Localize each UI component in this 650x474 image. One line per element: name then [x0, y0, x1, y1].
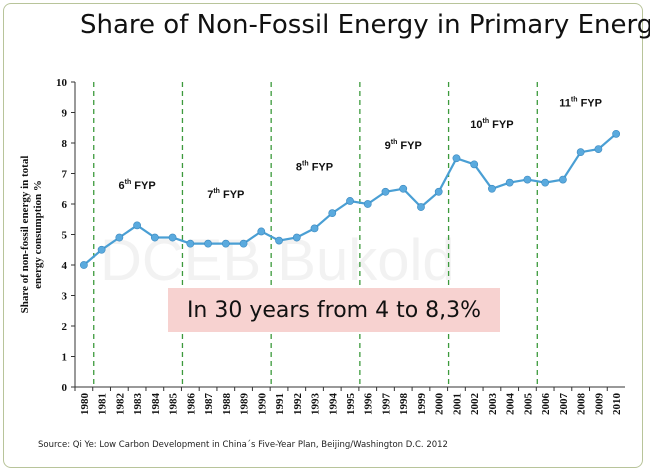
- data-point: [612, 129, 621, 138]
- data-point: [133, 221, 141, 230]
- series-markers: [79, 129, 621, 269]
- x-tick-label: 1997: [380, 393, 392, 416]
- x-tick-label: 1996: [363, 393, 375, 416]
- fyp-label: 8th FYP: [296, 160, 333, 173]
- x-tick-label: 1992: [292, 393, 304, 416]
- x-tick-label: 2003: [487, 393, 499, 416]
- source-note: Source: Qi Ye: Low Carbon Development in…: [38, 440, 448, 450]
- data-point: [257, 227, 266, 236]
- data-point: [292, 233, 301, 242]
- data-point: [346, 197, 354, 205]
- data-point: [275, 236, 283, 245]
- x-tick-label: 2001: [451, 393, 463, 415]
- data-point: [186, 239, 195, 248]
- x-tick-label: 1993: [310, 393, 322, 416]
- x-tick-label: 1980: [79, 393, 91, 416]
- x-tick-label: 1984: [150, 393, 162, 416]
- fyp-label: 6th FYP: [119, 179, 156, 192]
- x-tick-label: 2000: [434, 393, 446, 416]
- x-tick-label: 1998: [398, 393, 410, 416]
- x-tick-label: 1986: [185, 393, 197, 416]
- y-tick-label: 10: [56, 77, 68, 89]
- data-point: [79, 261, 88, 269]
- fyp-label: 7th FYP: [207, 188, 244, 201]
- x-tick-label: 2010: [611, 393, 623, 416]
- x-tick-label: 1994: [327, 393, 339, 416]
- fyp-period-labels: 6th FYP 7th FYP 8th FYP 9th FYP 10th FYP 11th…: [119, 96, 602, 200]
- x-tick-label: 1981: [97, 393, 109, 415]
- x-tick-label: 1987: [203, 393, 215, 416]
- data-point: [434, 187, 443, 196]
- x-tick-labels: 1980 1981 1982 1983 1984 1985 1986 1987 1988 1989…: [79, 393, 623, 416]
- x-tick-label: 1990: [256, 393, 268, 416]
- data-point: [399, 184, 408, 193]
- x-tick-label: 2004: [505, 393, 517, 416]
- chart-title: Share of Non-Fossil Energy in Primary En…: [80, 10, 650, 40]
- y-tick-label: 8: [62, 138, 68, 150]
- data-point: [541, 178, 550, 187]
- fyp-label: 9th FYP: [385, 139, 422, 152]
- x-tick-label: 1989: [239, 393, 251, 416]
- y-tick-label: 4: [62, 260, 68, 272]
- data-point: [168, 233, 177, 242]
- y-tick-label: 5: [62, 230, 68, 242]
- data-point: [488, 184, 496, 193]
- data-point: [150, 233, 159, 242]
- x-tick-label: 1988: [221, 393, 233, 416]
- x-tick-label: 2002: [469, 393, 481, 416]
- fyp-label: 10th FYP: [470, 118, 513, 131]
- x-tick-label: 1999: [416, 393, 428, 416]
- x-tick-label: 1985: [168, 393, 180, 416]
- data-point: [310, 224, 319, 233]
- data-point: [452, 154, 461, 163]
- data-point: [363, 200, 372, 208]
- data-point: [381, 187, 390, 196]
- x-tick-label: 2008: [576, 393, 588, 416]
- x-tick-label: 1982: [114, 393, 126, 416]
- y-tick-labels: 0 1 2 3 4 5 6 7 8 9 10: [56, 77, 68, 394]
- data-point: [328, 209, 337, 218]
- y-tick-label: 9: [62, 108, 68, 120]
- y-tick-label: 1: [62, 352, 68, 364]
- data-point: [559, 175, 567, 184]
- data-point: [470, 160, 479, 169]
- data-point: [523, 175, 532, 184]
- y-tick-label: 2: [62, 321, 68, 333]
- y-tick-label: 7: [62, 169, 68, 181]
- callout-box: In 30 years from 4 to 8,3%: [168, 288, 500, 332]
- y-tick-label: 3: [62, 291, 68, 303]
- x-tick-label: 2005: [522, 393, 534, 416]
- data-point: [239, 239, 248, 248]
- data-point: [576, 148, 585, 157]
- data-point: [221, 239, 230, 248]
- fyp-label: 11th FYP: [559, 96, 602, 109]
- x-tick-label: 1983: [132, 393, 144, 416]
- x-tick-label: 2006: [540, 393, 552, 416]
- data-point: [204, 239, 212, 248]
- y-tick-label: 6: [62, 199, 68, 211]
- data-point: [594, 145, 603, 153]
- data-point: [97, 245, 106, 254]
- x-tick-label: 1995: [345, 393, 357, 416]
- axes: [71, 81, 625, 391]
- data-point: [417, 203, 425, 211]
- fyp-dividers: [93, 82, 538, 387]
- x-tick-label: 2009: [593, 393, 605, 416]
- y-axis-label: Share of non-fossil energy in totalenerg…: [19, 156, 44, 314]
- x-tick-label: 1991: [274, 393, 286, 415]
- data-point: [115, 233, 124, 242]
- y-tick-label: 0: [62, 382, 68, 394]
- x-tick-label: 2007: [558, 393, 570, 416]
- data-point: [505, 178, 514, 187]
